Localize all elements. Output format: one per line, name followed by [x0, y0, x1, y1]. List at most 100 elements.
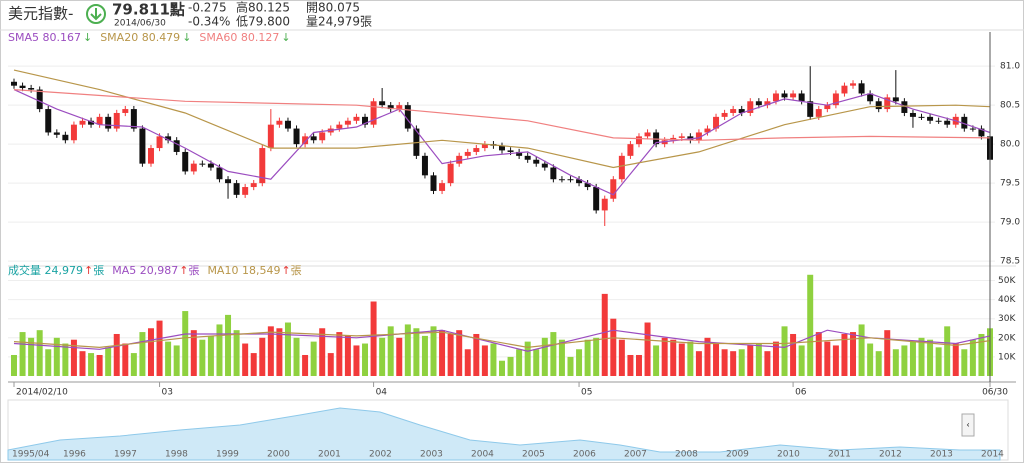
volume-bar: [627, 354, 634, 376]
volume-bar: [113, 333, 120, 376]
volume-bar: [190, 330, 197, 376]
volume-bar: [88, 353, 95, 376]
navigator-label: 2003: [420, 450, 443, 460]
legend-label: MA10 18,549: [207, 264, 280, 277]
candle-body: [635, 136, 642, 145]
candle-body: [190, 163, 197, 172]
volume-bar: [216, 324, 223, 376]
candle-body: [884, 97, 891, 110]
volume-bar: [79, 351, 86, 376]
candle-body: [344, 120, 351, 125]
candle-body: [678, 136, 685, 138]
candle-body: [772, 93, 779, 102]
volume-bar: [370, 301, 377, 376]
volume-bar: [978, 333, 985, 376]
volume-bar: [747, 345, 754, 376]
volume-bar: [250, 353, 257, 376]
candle-body: [19, 85, 26, 89]
legend-arrow: ↑: [281, 264, 290, 277]
candle-body: [627, 144, 634, 156]
volume-bar: [584, 339, 591, 376]
candle-body: [533, 159, 540, 164]
volume-bar: [824, 341, 831, 376]
candle-body: [225, 179, 232, 184]
navigator-label: 2010: [777, 450, 800, 460]
candle-body: [156, 136, 163, 149]
candle-body: [473, 148, 480, 152]
volume-bar: [618, 339, 625, 376]
legend-arrow: ↓: [182, 31, 191, 44]
volume-bar: [635, 354, 642, 376]
volume-bar: [207, 335, 214, 376]
volume-bar: [644, 322, 651, 376]
date: 2014/06/30: [114, 19, 166, 29]
volume-bar: [36, 330, 43, 376]
volume-bar: [122, 343, 129, 376]
volume-bar: [267, 326, 274, 376]
volume-bar: [233, 330, 240, 376]
y2-tick-label: 40K: [998, 295, 1016, 305]
volume-bar: [396, 337, 403, 376]
candle-body: [610, 179, 617, 199]
navigator-handle[interactable]: [961, 413, 975, 437]
volume-bar: [704, 337, 711, 376]
title: 美元指數-: [8, 5, 73, 23]
volume-bar: [156, 320, 163, 376]
volume-bar: [276, 328, 283, 376]
candle-body: [353, 116, 360, 121]
navigator-label: 1999: [216, 450, 239, 460]
navigator-label: 2008: [675, 450, 698, 460]
candle-body: [738, 109, 745, 113]
volume-bar: [567, 356, 574, 376]
volume-bar: [130, 353, 137, 376]
x-tick-label: 03: [162, 388, 173, 398]
navigator-label: 1997: [114, 450, 137, 460]
candle-body: [601, 198, 608, 211]
volume-bar: [764, 351, 771, 376]
y-tick-label: 81.0: [1000, 62, 1020, 72]
x-tick-label: 06/30: [982, 388, 1008, 398]
candle-body: [310, 136, 317, 141]
navigator-label: 2005: [522, 450, 545, 460]
volume-bar: [841, 333, 848, 376]
x-tick-label: 05: [581, 388, 592, 398]
candle-body: [558, 179, 565, 181]
candle-body: [481, 144, 488, 149]
volume-bar: [524, 341, 531, 376]
candle-body: [233, 183, 240, 195]
candle-body: [396, 105, 403, 110]
candle-body: [130, 109, 137, 129]
legend-arrow: ↑: [179, 264, 188, 277]
price: 79.811點: [112, 1, 185, 19]
volume-bar: [678, 343, 685, 376]
candle-body: [267, 124, 274, 149]
volume-bar: [661, 337, 668, 376]
candle-body: [242, 187, 249, 195]
navigator-label: 2004: [471, 450, 494, 460]
candle-body: [207, 163, 214, 168]
navigator-label: 2009: [726, 450, 749, 460]
y-tick-label: 78.5: [1000, 257, 1020, 267]
candle-body: [653, 132, 660, 145]
volume-bar: [969, 339, 976, 376]
candle-body: [867, 93, 874, 102]
legend-arrow: ↓: [83, 31, 92, 44]
candle-body: [576, 179, 583, 184]
candle-body: [173, 140, 180, 152]
candle-body: [781, 93, 788, 98]
volume-bar: [832, 345, 839, 376]
volume-bar: [62, 343, 69, 376]
volume-bar: [344, 335, 351, 376]
volume-bar: [242, 343, 249, 376]
volume: 量24,979張: [306, 15, 372, 29]
legend-arrow: ↑: [84, 264, 93, 277]
candle-body: [165, 136, 172, 141]
candle-body: [28, 88, 35, 90]
candle-body: [918, 116, 925, 118]
candle-body: [250, 183, 257, 188]
volume-bar: [490, 343, 497, 376]
x-tick-label: 06: [795, 388, 807, 398]
candle-body: [53, 132, 60, 135]
navigator-label: 1996: [63, 450, 86, 460]
